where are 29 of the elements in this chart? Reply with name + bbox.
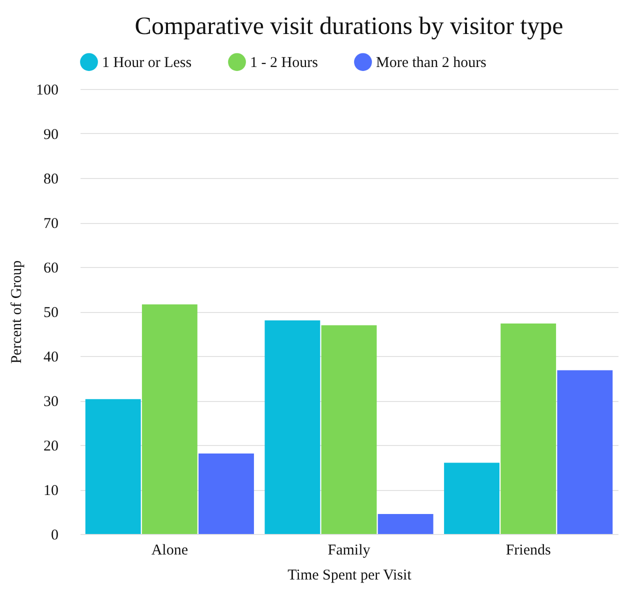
y-axis-title: Percent of Group <box>9 260 25 364</box>
y-tick-label: 50 <box>44 305 58 321</box>
y-tick-label: 60 <box>44 260 58 276</box>
bar <box>85 399 141 534</box>
y-tick-label: 40 <box>44 350 58 366</box>
bar <box>198 453 254 534</box>
bar <box>500 324 556 534</box>
x-tick-label: Alone <box>151 542 188 558</box>
legend-label: More than 2 hours <box>376 55 487 72</box>
y-tick-label: 100 <box>36 82 58 98</box>
y-tick-label: 30 <box>44 394 58 410</box>
legend-label: 1 - 2 Hours <box>250 55 318 72</box>
chart-title: Comparative visit durations by visitor type <box>134 13 564 40</box>
bar <box>557 370 613 534</box>
y-tick-label: 20 <box>44 438 58 454</box>
legend-label: 1 Hour or Less <box>102 55 192 72</box>
y-tick-label: 10 <box>44 483 58 499</box>
y-tick-label: 0 <box>51 528 58 544</box>
y-tick-label: 80 <box>44 172 58 188</box>
y-tick-label: 70 <box>44 216 58 232</box>
bar <box>264 320 320 534</box>
bar <box>142 304 198 534</box>
bar <box>378 514 434 534</box>
x-axis-title: Time Spent per Visit <box>288 568 412 584</box>
x-tick-label: Family <box>328 542 371 558</box>
y-tick-label: 90 <box>44 127 58 143</box>
bar <box>444 462 500 534</box>
bar <box>321 325 377 534</box>
x-tick-label: Friends <box>506 542 551 558</box>
